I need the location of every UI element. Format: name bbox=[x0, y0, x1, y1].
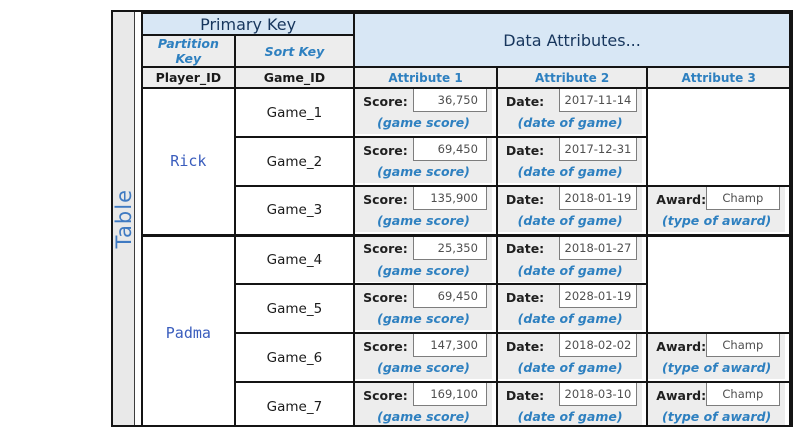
award-label: Award: bbox=[656, 387, 707, 403]
attribute-cell-score: Score: 147,300 (game score) bbox=[353, 332, 498, 383]
date-note: (date of game) bbox=[517, 164, 623, 179]
dynamodb-table-grid: Primary Key Data Attributes... Partition… bbox=[140, 12, 791, 425]
attribute-cell-date: Date: 2028-01-19 (date of game) bbox=[495, 283, 649, 334]
score-label: Score: bbox=[363, 191, 408, 207]
date-label: Date: bbox=[505, 93, 545, 109]
sort-attr-name: Game_ID bbox=[233, 66, 356, 89]
game-cell: Game_4 bbox=[233, 233, 356, 285]
date-label: Date: bbox=[505, 387, 545, 403]
score-value: 25,350 bbox=[412, 238, 487, 260]
score-note: (game score) bbox=[377, 262, 470, 278]
score-value: 69,450 bbox=[412, 139, 487, 161]
sort-key-subheader: Sort Key bbox=[233, 34, 356, 68]
attribute-cell-score: Score: 135,900 (game score) bbox=[353, 185, 498, 236]
attribute-cell-score: Score: 36,750 (game score) bbox=[353, 87, 498, 138]
table-vertical-label: Table bbox=[111, 188, 136, 249]
score-label: Score: bbox=[363, 241, 408, 256]
attribute-cell-score: Score: 69,450 (game score) bbox=[353, 136, 498, 187]
date-note: (date of game) bbox=[517, 311, 623, 326]
attribute1-column-header: Attribute 1 bbox=[353, 66, 498, 89]
attribute-cell-award: Award: Champ (type of award) bbox=[646, 185, 791, 236]
partition-key-subheader: Partition Key bbox=[141, 34, 236, 68]
attribute-cell-date: Date: 2018-03-10 (date of game) bbox=[495, 381, 649, 425]
award-value: Champ bbox=[705, 188, 780, 210]
date-note: (date of game) bbox=[517, 115, 623, 130]
award-label: Award: bbox=[656, 191, 707, 207]
date-value: 2018-03-10 bbox=[558, 384, 638, 406]
game-cell: Game_1 bbox=[233, 87, 356, 138]
score-value: 69,450 bbox=[412, 286, 487, 308]
award-note: (type of award) bbox=[662, 409, 772, 424]
award-value: Champ bbox=[705, 384, 780, 406]
score-note: (game score) bbox=[377, 164, 470, 179]
partition-attr-name: Player_ID bbox=[141, 66, 236, 89]
attribute-cell-date: Date: 2018-01-27 (date of game) bbox=[495, 233, 649, 285]
score-label: Score: bbox=[363, 142, 408, 158]
attribute-cell-date: Date: 2018-02-02 (date of game) bbox=[495, 332, 649, 383]
score-value: 169,100 bbox=[412, 384, 487, 406]
attribute-cell-empty bbox=[646, 87, 791, 187]
game-cell: Game_2 bbox=[233, 136, 356, 187]
score-value: 135,900 bbox=[412, 188, 487, 210]
award-note: (type of award) bbox=[662, 213, 772, 228]
date-value: 2018-01-19 bbox=[558, 188, 638, 210]
score-note: (game score) bbox=[377, 409, 470, 424]
award-value: Champ bbox=[705, 335, 780, 357]
attribute3-column-header: Attribute 3 bbox=[646, 66, 791, 89]
score-note: (game score) bbox=[377, 311, 470, 326]
attribute-cell-award: Award: Champ (type of award) bbox=[646, 381, 791, 425]
attribute-cell-score: Score: 25,350 (game score) bbox=[353, 233, 498, 285]
player-cell-padma: Padma bbox=[141, 233, 236, 425]
date-value: 2017-11-14 bbox=[558, 90, 638, 112]
score-value: 147,300 bbox=[412, 335, 487, 357]
attribute-cell-score: Score: 69,450 (game score) bbox=[353, 283, 498, 334]
award-note: (type of award) bbox=[662, 360, 772, 375]
date-note: (date of game) bbox=[517, 213, 623, 228]
date-label: Date: bbox=[505, 142, 545, 158]
date-label: Date: bbox=[505, 191, 545, 207]
game-cell: Game_7 bbox=[233, 381, 356, 425]
date-note: (date of game) bbox=[517, 409, 623, 424]
score-value: 36,750 bbox=[412, 90, 487, 112]
table-diagram: Table Primary Key Data Attributes... Par… bbox=[111, 10, 793, 427]
date-label: Date: bbox=[505, 289, 545, 305]
primary-key-header: Primary Key bbox=[140, 12, 356, 36]
date-value: 2028-01-19 bbox=[558, 286, 638, 308]
date-value: 2018-01-27 bbox=[558, 238, 638, 260]
score-note: (game score) bbox=[377, 360, 470, 375]
date-note: (date of game) bbox=[517, 262, 623, 278]
award-label: Award: bbox=[656, 338, 707, 354]
date-note: (date of game) bbox=[517, 360, 623, 375]
attribute-cell-empty bbox=[646, 233, 791, 334]
score-label: Score: bbox=[363, 93, 408, 109]
attribute2-column-header: Attribute 2 bbox=[495, 66, 649, 89]
date-label: Date: bbox=[505, 241, 545, 256]
attribute-cell-score: Score: 169,100 (game score) bbox=[353, 381, 498, 425]
strip-gap bbox=[135, 12, 141, 425]
data-attributes-header: Data Attributes... bbox=[353, 12, 791, 68]
score-label: Score: bbox=[363, 338, 408, 354]
score-note: (game score) bbox=[377, 213, 470, 228]
game-cell: Game_6 bbox=[233, 332, 356, 383]
date-value: 2017-12-31 bbox=[558, 139, 638, 161]
attribute-cell-date: Date: 2017-11-14 (date of game) bbox=[495, 87, 649, 138]
attribute-cell-date: Date: 2017-12-31 (date of game) bbox=[495, 136, 649, 187]
date-label: Date: bbox=[505, 338, 545, 354]
table-side-strip: Table bbox=[111, 12, 136, 425]
score-label: Score: bbox=[363, 289, 408, 305]
player-cell-rick: Rick bbox=[141, 87, 236, 236]
score-note: (game score) bbox=[377, 115, 470, 130]
attribute-cell-date: Date: 2018-01-19 (date of game) bbox=[495, 185, 649, 236]
date-value: 2018-02-02 bbox=[558, 335, 638, 357]
game-cell: Game_5 bbox=[233, 283, 356, 334]
attribute-cell-award: Award: Champ (type of award) bbox=[646, 332, 791, 383]
score-label: Score: bbox=[363, 387, 408, 403]
game-cell: Game_3 bbox=[233, 185, 356, 236]
